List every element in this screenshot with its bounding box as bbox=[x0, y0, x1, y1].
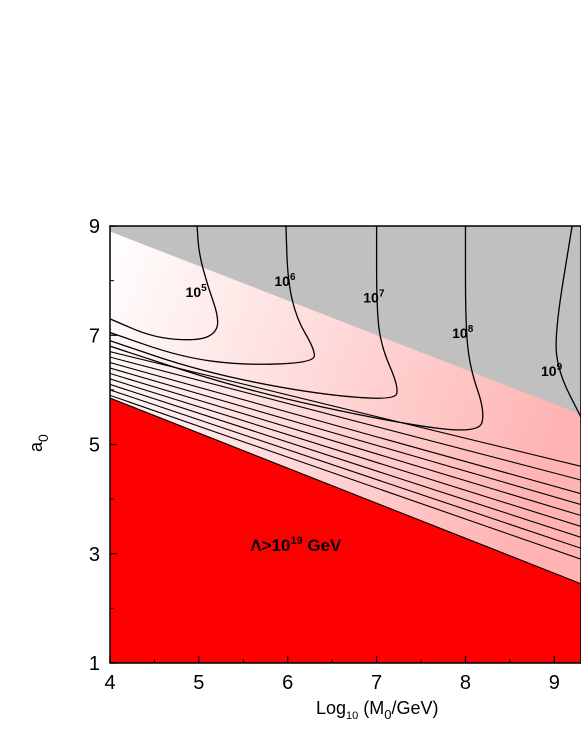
contour-bunch-line bbox=[110, 394, 581, 560]
cutoff-region-red bbox=[110, 398, 581, 663]
contour-label: 106 bbox=[274, 272, 296, 289]
contour-bunch-line bbox=[110, 367, 581, 506]
contour-lines bbox=[110, 226, 581, 431]
contour-line-10-7 bbox=[110, 226, 398, 399]
contour-bunch-line bbox=[110, 351, 581, 467]
contour-label: 107 bbox=[363, 288, 385, 305]
contour-bunch-line bbox=[110, 378, 581, 527]
contour-bunch-line bbox=[110, 389, 581, 549]
excluded-region-gray bbox=[110, 226, 581, 415]
contour-bunch-line bbox=[110, 372, 581, 517]
contour-line-10-5 bbox=[110, 226, 219, 341]
contour-bunch-line bbox=[110, 362, 581, 495]
contour-labels: 105 106 107 108 109 bbox=[186, 272, 563, 379]
contour-bunch-line bbox=[110, 356, 581, 481]
y-tick-label: 7 bbox=[89, 325, 100, 347]
x-tick-label: 7 bbox=[371, 672, 382, 694]
x-tick-label: 9 bbox=[549, 672, 560, 694]
x-tick-label: 6 bbox=[282, 672, 293, 694]
contour-bunch-line bbox=[110, 383, 581, 538]
x-tick-label: 8 bbox=[460, 672, 471, 694]
x-tick-label: 5 bbox=[193, 672, 204, 694]
y-tick-label: 9 bbox=[89, 216, 100, 238]
contour-line-10-8 bbox=[110, 226, 484, 431]
contour-label: 105 bbox=[186, 283, 208, 300]
contour-line-10-9 bbox=[555, 226, 581, 418]
contour-bunch bbox=[110, 351, 581, 585]
y-tick-label: 1 bbox=[89, 653, 100, 675]
y-tick-label: 3 bbox=[89, 544, 100, 566]
y-axis-title: a0 bbox=[26, 434, 51, 452]
y-axis-ticks: 1 3 5 7 9 bbox=[89, 216, 117, 675]
y-tick-label: 5 bbox=[89, 435, 100, 457]
contour-label: 108 bbox=[452, 324, 474, 341]
x-axis-ticks: 4 5 6 7 8 9 bbox=[104, 656, 560, 694]
contour-label: 109 bbox=[541, 362, 563, 379]
x-tick-label: 4 bbox=[104, 672, 115, 694]
x-axis-title: Log10 (M0/GeV) bbox=[316, 698, 439, 722]
region-label: Λ>1019 GeV bbox=[250, 535, 342, 555]
red-boundary-line bbox=[110, 397, 581, 585]
contour-line-10-6 bbox=[110, 226, 316, 365]
plot-area bbox=[110, 226, 581, 663]
